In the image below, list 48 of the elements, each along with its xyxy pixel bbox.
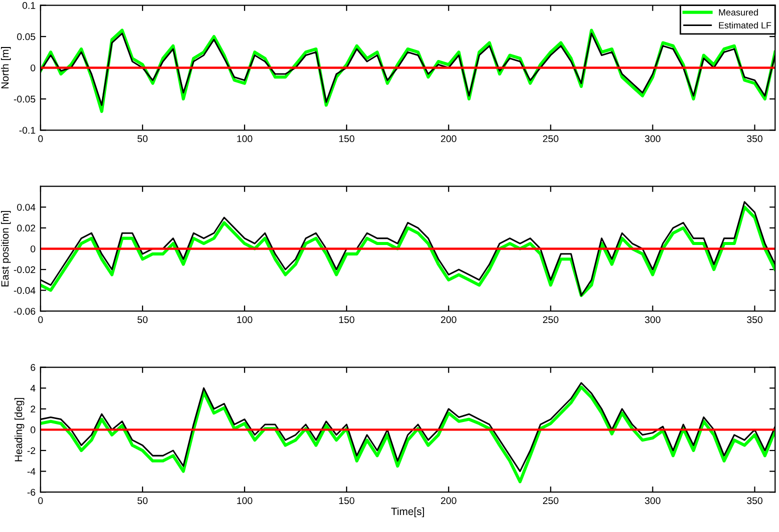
x-tick-label: 200 [440,497,456,504]
x-tick-label: 300 [644,135,660,142]
y-tick-label: 0.04 [17,204,36,211]
x-tick-label: 150 [339,497,354,504]
y-tick-label: 0 [30,64,36,72]
y-tick-label: -0.1 [19,126,36,134]
x-tick-label: 50 [138,316,148,324]
x-tick-label: 50 [138,135,148,142]
y-axis-title: East position [m] [1,210,11,286]
x-tick-label: 100 [237,497,252,504]
x-tick-label: 300 [644,316,660,324]
y-tick-label: -2 [27,447,36,454]
y-tick-label: 0.05 [17,33,36,40]
x-tick-label: 250 [543,135,558,142]
x-tick-label: 250 [543,316,558,324]
x-tick-label: 0 [38,135,43,142]
x-tick-label: 0 [38,497,43,504]
legend-label: Measured [719,8,758,16]
y-tick-label: -0.02 [14,266,36,274]
y-tick-label: -0.05 [14,96,36,103]
y-tick-label: -0.04 [14,287,36,294]
x-axis-title: Time[s] [391,507,424,518]
y-tick-label: -6 [27,488,36,496]
x-tick-label: 350 [746,135,762,142]
y-tick-label: 0.1 [22,2,36,9]
x-tick-label: 50 [138,497,148,504]
x-tick-label: 300 [644,497,660,504]
x-tick-label: 200 [440,135,456,142]
y-axis-title: Heading [deg] [14,398,24,462]
x-tick-label: 200 [440,316,456,324]
y-tick-label: -0.06 [14,308,36,315]
y-tick-label: 0.02 [17,224,36,232]
y-tick-label: -4 [27,468,36,475]
x-tick-label: 350 [746,497,762,504]
y-tick-label: 6 [30,364,36,371]
x-tick-label: 100 [237,316,252,324]
x-tick-label: 0 [38,316,43,324]
x-tick-label: 150 [339,316,354,324]
x-tick-label: 150 [339,135,354,142]
x-tick-label: 350 [746,316,762,324]
y-tick-label: 4 [30,384,36,392]
legend-label: Estimated LF [719,22,772,28]
x-tick-label: 250 [543,497,558,504]
x-tick-label: 100 [237,135,252,142]
y-axis-title: North [m] [1,47,11,88]
y-tick-label: 2 [30,406,36,412]
y-tick-label: 0 [30,426,36,434]
y-tick-label: 0 [30,245,36,252]
